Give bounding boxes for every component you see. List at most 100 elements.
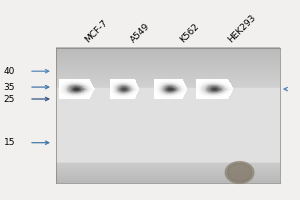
Bar — [169, 97, 171, 98]
Bar — [225, 84, 226, 85]
Bar — [132, 95, 133, 96]
Bar — [71, 86, 73, 87]
Bar — [179, 94, 181, 95]
Bar — [161, 89, 162, 90]
Bar — [76, 90, 78, 91]
Bar — [162, 83, 164, 84]
Bar — [212, 95, 213, 96]
Bar — [74, 88, 76, 89]
Bar — [224, 87, 226, 88]
Bar — [70, 87, 72, 88]
Bar — [121, 95, 122, 96]
Bar — [74, 89, 76, 90]
Bar — [90, 82, 91, 83]
Bar — [196, 80, 198, 81]
Bar — [66, 98, 67, 99]
Bar — [158, 81, 159, 82]
Bar — [120, 83, 121, 84]
Bar — [224, 80, 226, 81]
Bar — [223, 81, 224, 82]
Bar — [207, 92, 208, 93]
Bar — [136, 85, 138, 86]
Bar — [158, 84, 160, 85]
Bar — [206, 83, 207, 84]
Bar — [175, 93, 176, 94]
Bar — [205, 88, 206, 89]
Bar — [158, 82, 160, 83]
Bar — [117, 95, 118, 96]
Bar — [227, 92, 228, 93]
Bar — [206, 94, 208, 95]
Bar — [62, 81, 63, 82]
Bar — [111, 80, 112, 81]
Bar — [158, 80, 160, 81]
Bar — [177, 85, 178, 86]
Bar — [89, 87, 90, 88]
Bar — [172, 89, 173, 90]
Bar — [116, 97, 118, 98]
Bar — [171, 87, 173, 88]
Bar — [74, 80, 75, 81]
Bar — [228, 90, 229, 91]
Bar — [206, 89, 208, 90]
Bar — [155, 80, 157, 81]
Bar — [224, 98, 225, 99]
Bar — [208, 89, 210, 90]
Bar — [136, 93, 137, 94]
Bar — [85, 83, 86, 84]
Bar — [88, 90, 89, 91]
Bar — [172, 90, 174, 91]
Bar — [126, 97, 127, 98]
Bar — [214, 97, 216, 98]
Bar — [81, 97, 82, 98]
Bar — [164, 82, 166, 83]
Bar — [126, 86, 127, 87]
Bar — [229, 91, 230, 92]
Bar — [177, 91, 179, 92]
Bar — [73, 93, 75, 94]
Bar — [138, 88, 139, 89]
Bar — [160, 87, 161, 88]
Bar — [203, 95, 204, 96]
Bar — [158, 91, 159, 92]
Bar — [168, 79, 169, 80]
Bar — [204, 79, 205, 80]
Bar — [65, 94, 67, 95]
Bar — [208, 98, 209, 99]
Bar — [183, 95, 184, 96]
Bar — [122, 97, 124, 98]
Bar — [85, 93, 87, 94]
Bar — [116, 96, 117, 97]
Bar — [212, 85, 213, 86]
Bar — [230, 87, 232, 88]
Bar — [89, 96, 91, 97]
Bar — [66, 88, 68, 89]
Bar — [154, 83, 156, 84]
Bar — [160, 81, 161, 82]
Bar — [64, 96, 65, 97]
Bar — [158, 96, 159, 97]
Bar — [159, 88, 160, 89]
Bar — [169, 94, 171, 95]
Bar — [215, 93, 216, 94]
Bar — [134, 86, 136, 87]
Bar — [71, 84, 73, 85]
Bar — [196, 88, 198, 89]
Bar — [214, 97, 215, 98]
Bar — [124, 90, 125, 91]
Bar — [174, 90, 175, 91]
Bar — [159, 79, 160, 80]
Bar — [63, 81, 64, 82]
Bar — [68, 79, 69, 80]
Bar — [63, 83, 64, 84]
Bar — [110, 80, 111, 81]
Bar — [177, 90, 178, 91]
Bar — [179, 88, 181, 89]
Bar — [216, 88, 218, 89]
Bar — [216, 82, 218, 83]
Bar — [129, 84, 130, 85]
Bar — [75, 79, 76, 80]
Bar — [225, 97, 227, 98]
Bar — [110, 81, 111, 82]
Bar — [111, 90, 112, 91]
